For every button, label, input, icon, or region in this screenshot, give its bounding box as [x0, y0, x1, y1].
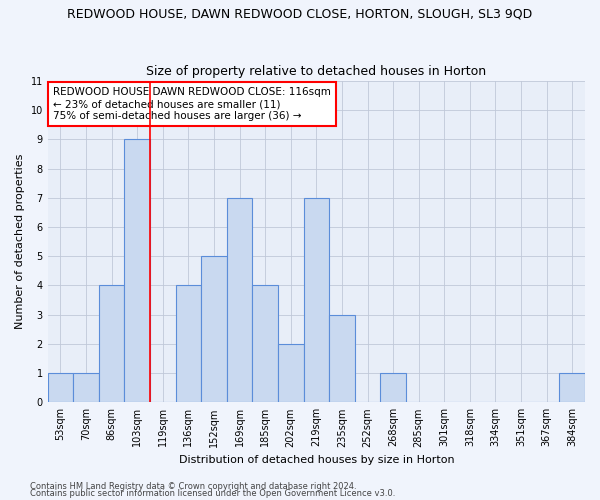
Bar — [99, 286, 124, 403]
Text: REDWOOD HOUSE DAWN REDWOOD CLOSE: 116sqm
← 23% of detached houses are smaller (1: REDWOOD HOUSE DAWN REDWOOD CLOSE: 116sqm… — [53, 88, 331, 120]
Bar — [227, 198, 253, 402]
Bar — [47, 373, 73, 402]
X-axis label: Distribution of detached houses by size in Horton: Distribution of detached houses by size … — [179, 455, 454, 465]
Bar — [201, 256, 227, 402]
Bar — [304, 198, 329, 402]
Bar — [124, 140, 150, 402]
Bar — [278, 344, 304, 403]
Bar — [329, 314, 355, 402]
Y-axis label: Number of detached properties: Number of detached properties — [15, 154, 25, 330]
Bar — [176, 286, 201, 403]
Text: REDWOOD HOUSE, DAWN REDWOOD CLOSE, HORTON, SLOUGH, SL3 9QD: REDWOOD HOUSE, DAWN REDWOOD CLOSE, HORTO… — [67, 8, 533, 20]
Bar — [253, 286, 278, 403]
Bar — [73, 373, 99, 402]
Text: Contains public sector information licensed under the Open Government Licence v3: Contains public sector information licen… — [30, 489, 395, 498]
Title: Size of property relative to detached houses in Horton: Size of property relative to detached ho… — [146, 66, 487, 78]
Bar — [380, 373, 406, 402]
Bar — [559, 373, 585, 402]
Text: Contains HM Land Registry data © Crown copyright and database right 2024.: Contains HM Land Registry data © Crown c… — [30, 482, 356, 491]
